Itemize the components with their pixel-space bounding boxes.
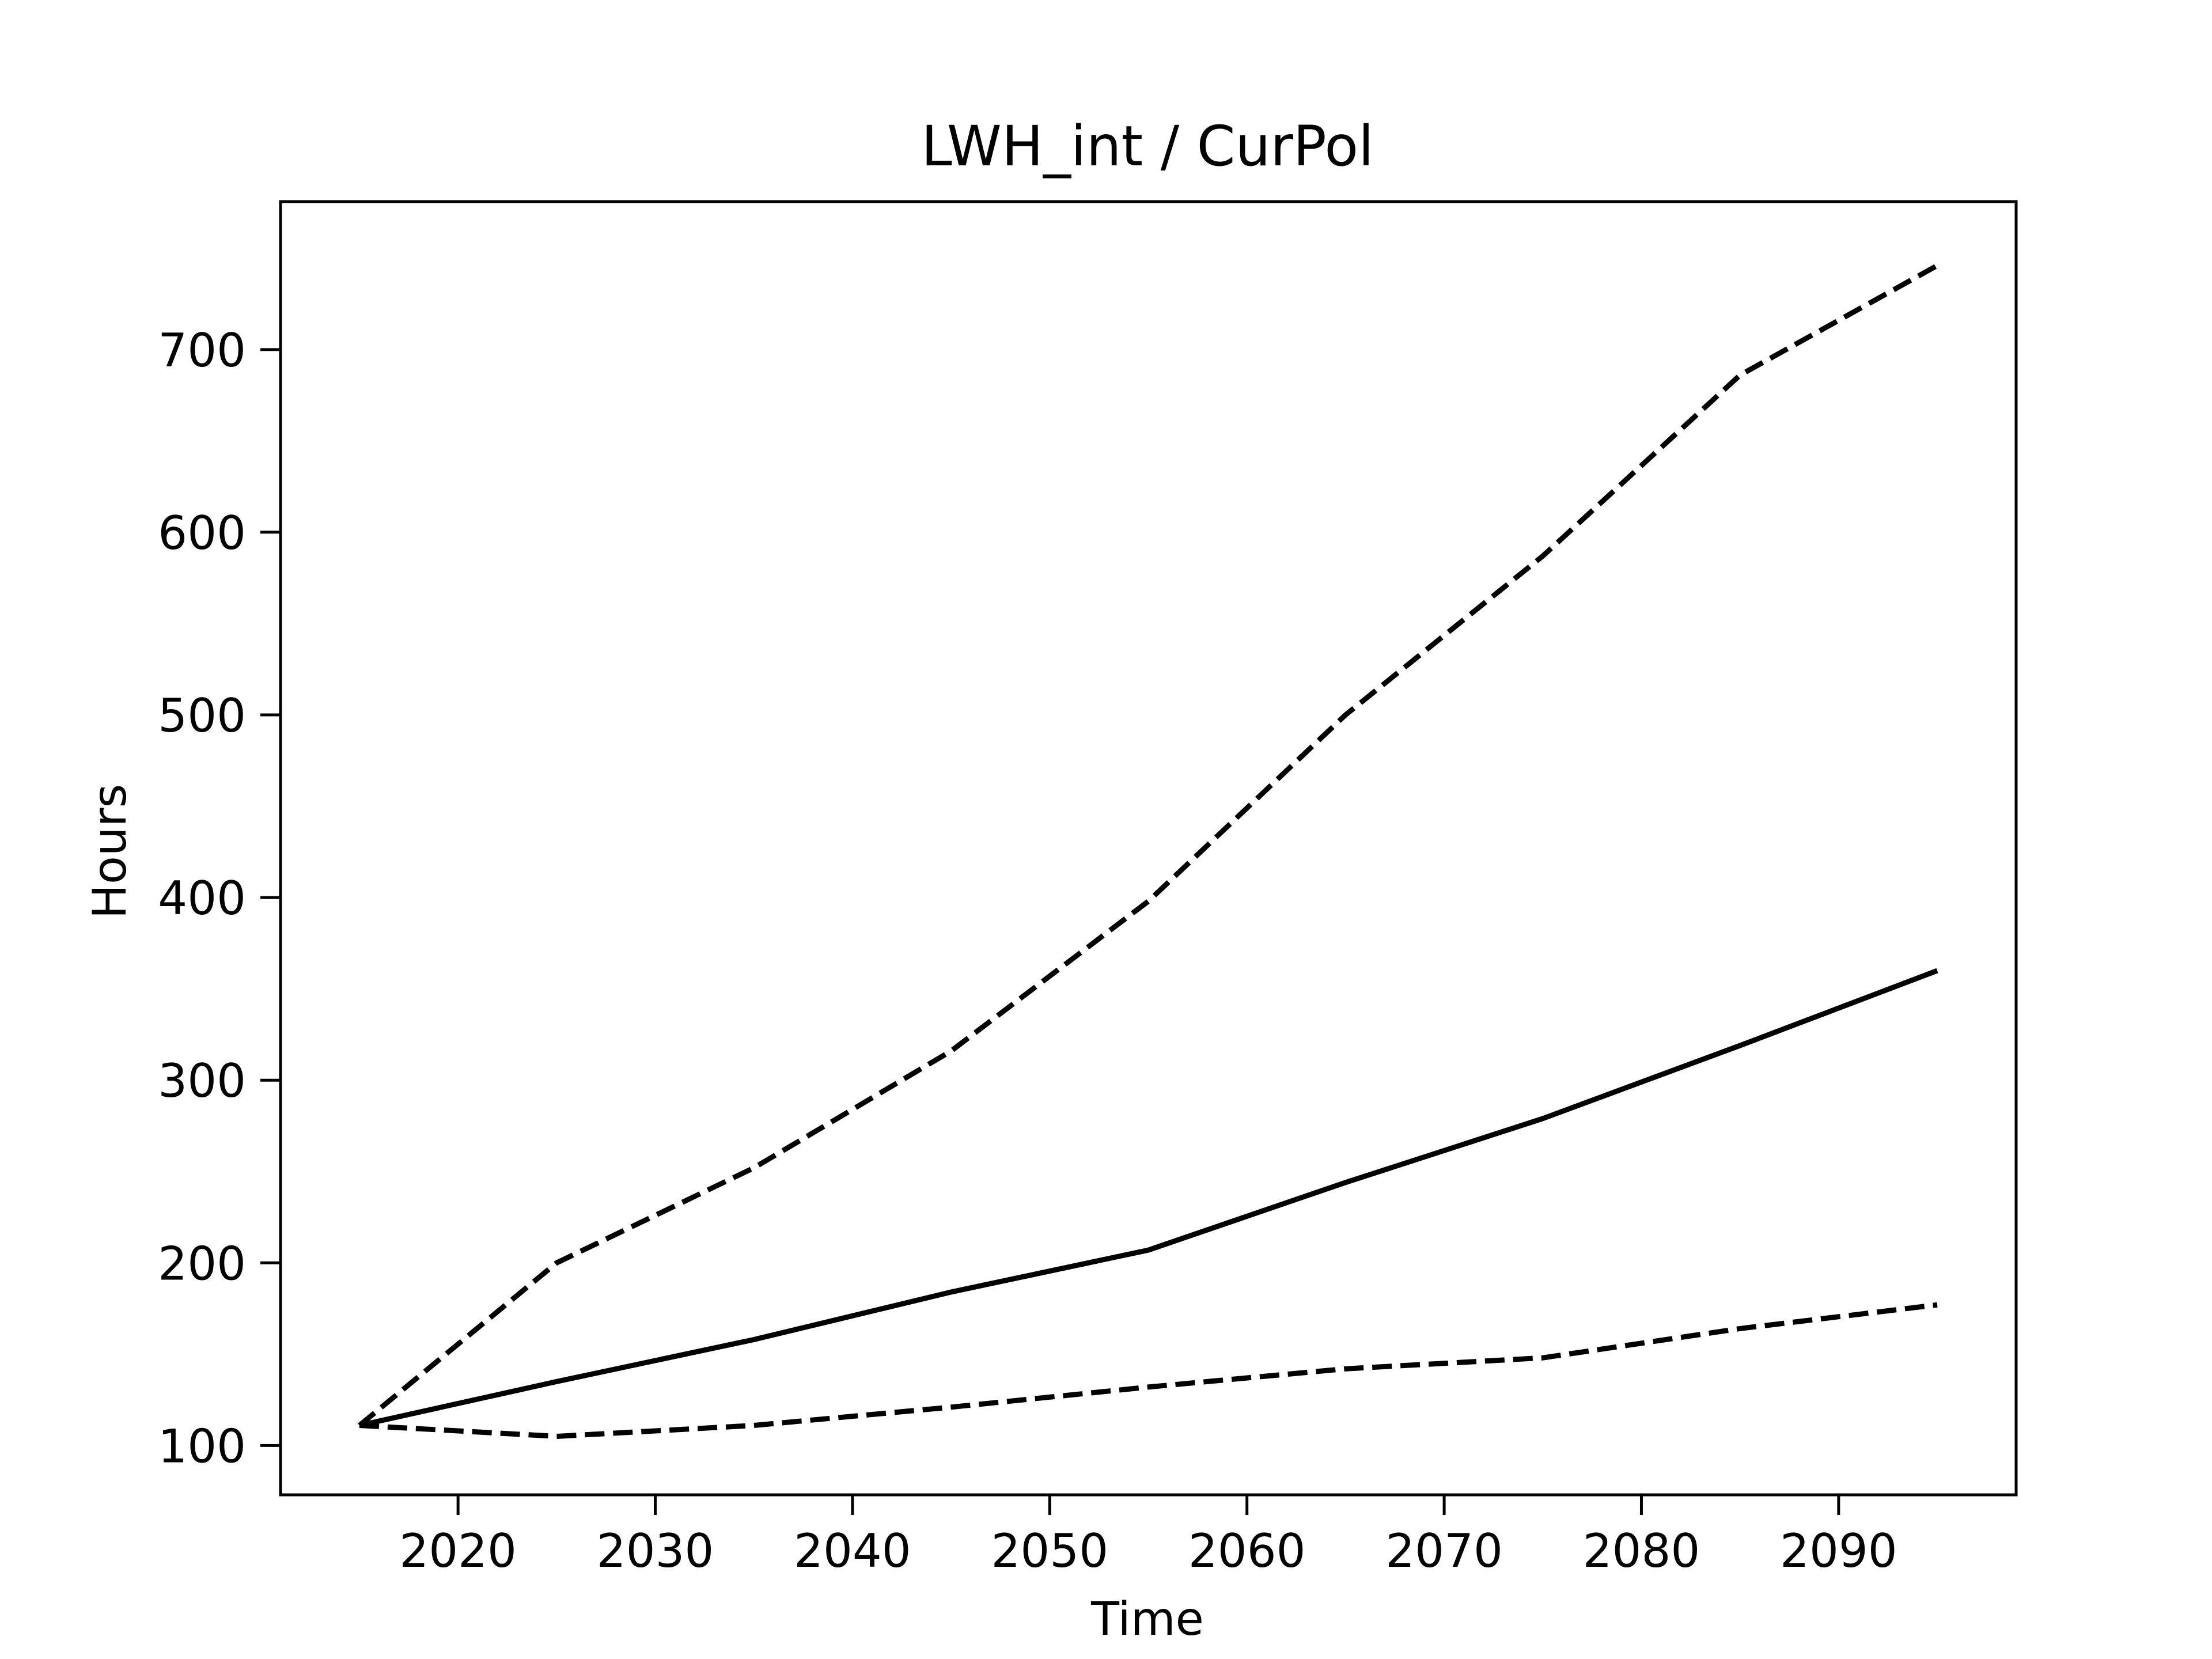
y-tick-label: 600 — [158, 506, 246, 560]
y-tick-label: 700 — [158, 324, 246, 377]
y-tick-label: 300 — [158, 1054, 246, 1108]
plot-area — [358, 263, 1939, 1440]
series-line-2-solid — [359, 968, 1938, 1428]
x-tick-label: 2070 — [1385, 1524, 1503, 1578]
y-axis-label: Hours — [83, 784, 137, 919]
x-tick-label: 2040 — [794, 1524, 911, 1578]
x-axis: 2020 2030 2040 2050 2060 2070 2080 2090 — [399, 1495, 1897, 1578]
chart-title: LWH_int / CurPol — [921, 114, 1374, 179]
x-tick-label: 2020 — [399, 1524, 517, 1578]
x-axis-label: Time — [1090, 1592, 1204, 1646]
x-tick-label: 2080 — [1583, 1524, 1700, 1578]
y-tick-label: 400 — [158, 872, 246, 925]
y-tick-label: 200 — [158, 1237, 246, 1290]
series-line-3-dashed — [359, 1302, 1938, 1440]
series-line-1-dashed — [358, 263, 1939, 1427]
y-axis: 100 200 300 400 500 600 700 — [158, 324, 281, 1473]
x-tick-label: 2060 — [1188, 1524, 1306, 1578]
y-tick-label: 500 — [158, 689, 246, 743]
x-tick-label: 2050 — [991, 1524, 1109, 1578]
x-tick-label: 2090 — [1780, 1524, 1897, 1578]
x-tick-label: 2030 — [597, 1524, 714, 1578]
y-tick-label: 100 — [158, 1419, 246, 1473]
plot-frame — [279, 200, 2018, 1497]
